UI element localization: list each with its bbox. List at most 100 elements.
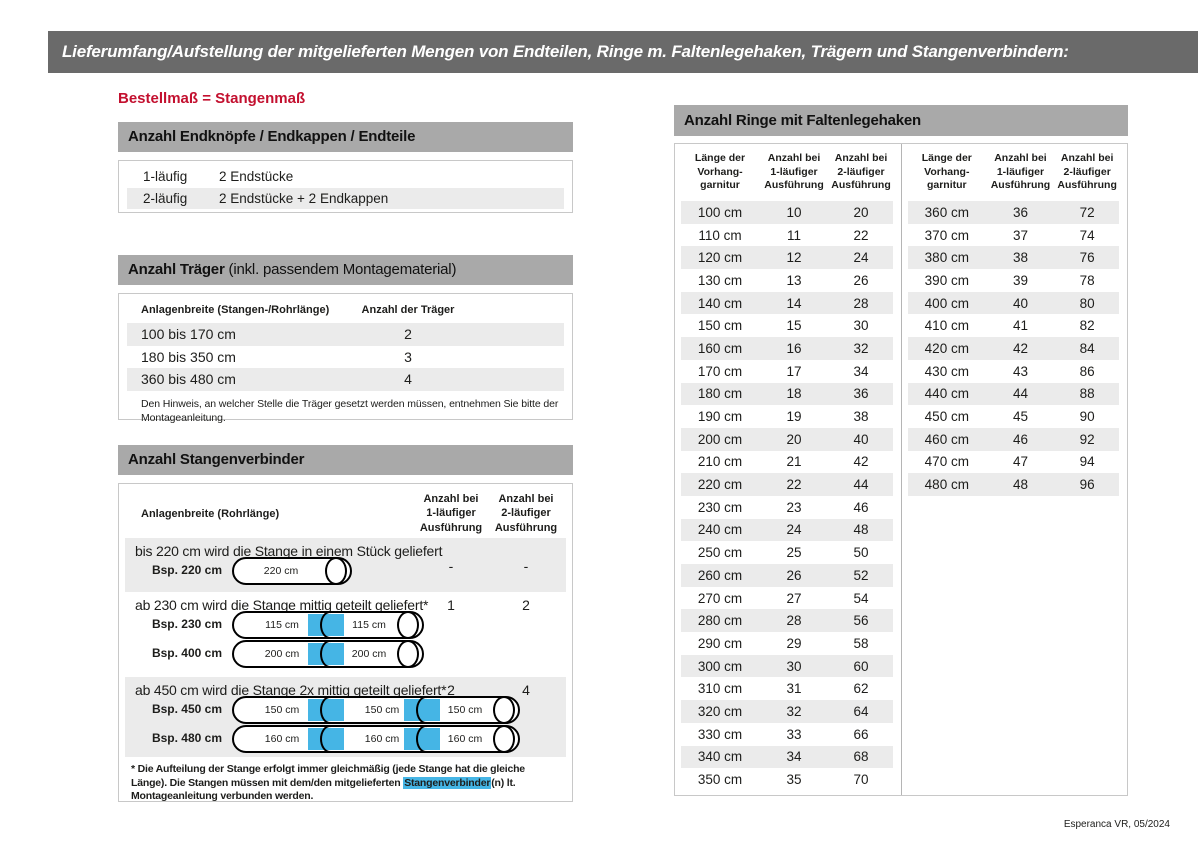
section-header-endteile: Anzahl Endknöpfe / Endkappen / Endteile — [118, 122, 573, 152]
cell-count-2-laeufig: 80 — [1079, 295, 1095, 311]
cell-count-2-laeufig: - — [523, 558, 529, 574]
section-header-endteile-label: Anzahl Endknöpfe / Endkappen / Endteile — [128, 128, 416, 145]
table-row: 300 cm 30 60 — [681, 654, 893, 678]
cell-value: 2 Endstücke — [219, 169, 294, 185]
cell-count-1-laeufig: 33 — [786, 726, 802, 742]
endteile-table: 1-läufig 2 Endstücke 2-läufig 2 Endstücke +… — [118, 160, 573, 213]
cell-count-1-laeufig: 28 — [786, 613, 802, 629]
cell-length: 330 cm — [697, 726, 743, 742]
traeger-table: Anlagenbreite (Stangen-/Rohrlänge) Anzah… — [118, 293, 573, 424]
cell-count-2-laeufig: 30 — [853, 318, 869, 334]
cell-length: 390 cm — [924, 272, 969, 288]
cell-length: 320 cm — [697, 703, 743, 719]
cell-length: 270 cm — [697, 590, 743, 606]
cell-count-1-laeufig: 44 — [1012, 386, 1028, 402]
cell-count-1-laeufig: 34 — [786, 749, 802, 765]
ring-table-head: Länge der Vorhang- garnitur Anzahl bei 1-… — [681, 152, 893, 196]
table-row: 450 cm 45 90 — [908, 405, 1119, 428]
cell-count-1-laeufig: 47 — [1012, 454, 1028, 470]
rod-segment-label: 115 cm — [352, 619, 386, 631]
table-row: 270 cm 27 54 — [681, 587, 893, 610]
cell-length: 460 cm — [924, 431, 969, 447]
cell-length: 240 cm — [697, 522, 743, 538]
cell-length: 400 cm — [924, 295, 969, 311]
table-row: 260 cm 26 52 — [681, 564, 893, 587]
cell-length: 360 cm — [924, 204, 969, 220]
table-row: 320 cm 32 64 — [681, 700, 893, 723]
table-row: 230 cm 23 46 — [681, 496, 893, 519]
cell-count-2-laeufig: 86 — [1079, 363, 1095, 379]
table-row: 480 cm 48 96 — [908, 473, 1119, 496]
footnote-highlight: Stangenverbinder — [403, 776, 492, 789]
cell-length: 160 cm — [697, 340, 743, 356]
cell-count-1-laeufig: 26 — [786, 567, 802, 583]
cell-count-2-laeufig: 82 — [1079, 318, 1095, 334]
table-row: 290 cm 29 58 — [681, 632, 893, 655]
cell-count-2-laeufig: 40 — [853, 431, 869, 447]
cell-count-1-laeufig: 43 — [1012, 363, 1028, 379]
cell-count-1-laeufig: 23 — [786, 499, 802, 515]
cell-length: 470 cm — [924, 454, 969, 470]
cell-length: 150 cm — [697, 318, 743, 334]
table-row: 390 cm 39 78 — [908, 269, 1119, 292]
table-row: 280 cm 28 56 — [681, 609, 893, 632]
cell-count-1-laeufig: 12 — [786, 250, 802, 266]
cell-count-1-laeufig: 18 — [786, 386, 802, 402]
cell-range: 100 bis 170 cm — [141, 326, 236, 343]
rod-diagram: 200 cm 200 cm — [232, 640, 424, 668]
cell-count: 2 — [404, 326, 412, 343]
row-description: ab 450 cm wird die Stange 2x mittig gete… — [135, 682, 447, 698]
rod-end-cap — [493, 725, 515, 753]
table-row: 440 cm 44 88 — [908, 382, 1119, 406]
section-header-verbinder-label: Anzahl Stangenverbinder — [128, 451, 305, 468]
cell-length: 450 cm — [924, 409, 969, 425]
cell-length: 200 cm — [697, 431, 743, 447]
cell-length: 130 cm — [697, 272, 743, 288]
rod-segment-label: 160 cm — [264, 733, 300, 745]
cell-count-1-laeufig: 39 — [1012, 272, 1028, 288]
rod-segment-label: 150 cm — [264, 704, 300, 716]
cell-count-1-laeufig: 19 — [786, 409, 802, 425]
traeger-note: Den Hinweis, an welcher Stelle die Träge… — [141, 397, 559, 424]
rod-example-label: Bsp. 230 cm — [151, 617, 222, 631]
table-row: 100 bis 170 cm 2 — [127, 323, 564, 346]
cell-count-1-laeufig: 11 — [786, 227, 801, 243]
cell-count-2-laeufig: 36 — [853, 386, 869, 402]
cell-length: 310 cm — [697, 681, 743, 697]
table-row: ab 450 cm wird die Stange 2x mittig gete… — [119, 677, 572, 757]
cell-count-1-laeufig: 36 — [1012, 204, 1028, 220]
table-row: 360 bis 480 cm 4 — [127, 368, 564, 391]
rod-connector — [404, 696, 440, 724]
page-title: Lieferumfang/Aufstellung der mitgeliefer… — [62, 42, 1069, 61]
table-row: 410 cm 41 82 — [908, 314, 1119, 337]
table-row: 470 cm 47 94 — [908, 451, 1119, 474]
cell-count-1-laeufig: 17 — [786, 363, 802, 379]
cell-count-2-laeufig: 58 — [853, 635, 869, 651]
section-header-traeger-label: Anzahl Träger — [128, 261, 225, 278]
cell-count-1-laeufig: 48 — [1012, 477, 1028, 493]
cell-count-1-laeufig: - — [448, 558, 454, 574]
table-row: 190 cm 19 38 — [681, 405, 893, 428]
rod-end-cap — [397, 640, 419, 668]
cell-range: 360 bis 480 cm — [141, 371, 236, 388]
verbinder-table-head: Anlagenbreite (Rohrlänge) Anzahl bei 1-l… — [119, 484, 572, 538]
rod-connector — [404, 725, 440, 753]
section-header-ringe: Anzahl Ringe mit Faltenlegehaken — [674, 105, 1128, 136]
cell-count-2-laeufig: 56 — [853, 613, 869, 629]
section-header-verbinder: Anzahl Stangenverbinder — [118, 445, 573, 475]
cell-count-2-laeufig: 28 — [853, 295, 869, 311]
cell-count-2-laeufig: 60 — [853, 658, 869, 674]
cell-count-2-laeufig: 92 — [1079, 431, 1095, 447]
cell-count-2-laeufig: 52 — [853, 567, 869, 583]
tube-joint-arc — [416, 725, 427, 753]
table-row: 200 cm 20 40 — [681, 427, 893, 451]
ringe-subtable-2: Länge der Vorhang- garnitur Anzahl bei 1-… — [901, 144, 1127, 795]
table-row: 310 cm 31 62 — [681, 677, 893, 700]
cell-count-2-laeufig: 20 — [853, 204, 869, 220]
cell-count-1-laeufig: 21 — [786, 454, 802, 470]
cell-count-2-laeufig: 4 — [522, 682, 530, 698]
rod-connector — [308, 725, 344, 753]
cell-count-2-laeufig: 78 — [1079, 272, 1095, 288]
ringe-table: Länge der Vorhang- garnitur Anzahl bei 1-… — [674, 143, 1128, 796]
rod-diagram: 220 cm — [232, 557, 352, 585]
